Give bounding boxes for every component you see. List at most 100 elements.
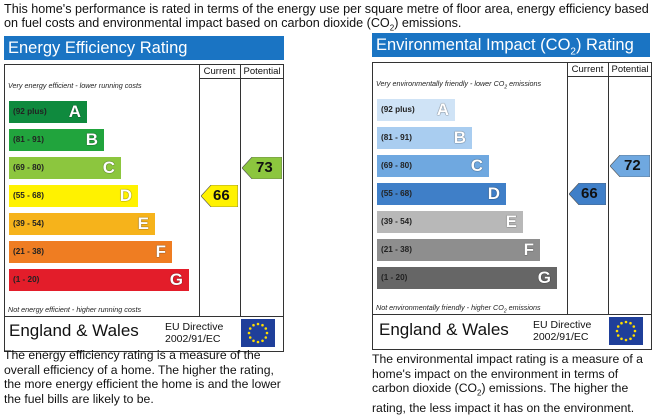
band-range: (39 - 54) [13,219,44,228]
band-range: (21 - 38) [381,245,412,254]
band-b: (81 - 91) B [9,129,104,151]
band-d: (55 - 68) D [9,185,138,207]
eer-top-note: Very energy efficient - lower running co… [8,81,142,90]
flag-star [632,325,636,328]
arrow-current: 66 [568,182,607,206]
flag-star [248,327,252,330]
ei-directive: EU Directive 2002/91/EC [533,319,592,343]
band-c: (69 - 80) C [9,157,121,179]
band-range: (55 - 68) [13,191,44,200]
band-a: (92 plus) A [377,99,455,121]
ei-footer-line [373,314,651,315]
band-f: (21 - 38) F [377,239,540,261]
flag-star [633,329,637,333]
eer-col-current: Current [203,66,236,77]
flag-star [265,331,269,335]
band-letter: B [453,128,466,147]
ei-country: England & Wales [379,320,509,339]
flag-star [261,323,264,327]
eer-chart: Current Potential Very energy efficient … [4,64,284,352]
band-range: (81 - 91) [13,135,44,144]
ei-bottom-note: Not environmentally friendly - higher CO… [376,303,541,315]
flag-star [629,337,632,341]
band-range: (55 - 68) [381,189,412,198]
flag-star [615,329,619,333]
eu-flag-icon [609,317,643,345]
flag-star [247,331,251,335]
band-range: (92 plus) [13,107,47,116]
eer-directive: EU Directive 2002/91/EC [165,321,224,345]
flag-star [252,323,255,327]
eer-col-divider-2 [240,65,241,317]
ei-col-divider-2 [608,63,609,315]
eu-flag-icon [241,319,275,347]
band-range: (69 - 80) [381,161,412,170]
band-range: (1 - 20) [13,275,40,284]
band-letter: A [68,102,81,121]
band-range: (92 plus) [381,105,415,114]
band-range: (81 - 91) [381,133,412,142]
ei-title: Environmental Impact (CO2) Rating [372,33,650,57]
band-range: (21 - 38) [13,247,44,256]
band-letter: G [169,270,183,289]
eer-col-potential: Potential [243,66,281,77]
eer-footer-line [5,316,283,317]
ei-col-potential: Potential [611,64,649,75]
eer-country: England & Wales [9,321,139,340]
band-f: (21 - 38) F [9,241,172,263]
intro-line-2: on fuel costs and environmental impact b… [4,16,462,33]
band-letter: C [470,156,483,175]
intro-text: This home's performance is rated in term… [4,2,654,36]
band-a: (92 plus) A [9,101,87,123]
band-letter: F [523,240,534,259]
ei-chart: Current Potential Very environmentally f… [372,62,652,350]
flag-star [624,338,628,342]
flag-star [632,334,636,337]
intro-line-1: This home's performance is rated in term… [4,2,649,16]
band-e: (39 - 54) E [9,213,155,235]
eer-header-line [199,78,284,79]
band-g: (1 - 20) G [9,269,189,291]
flag-star [256,340,260,344]
band-c: (69 - 80) C [377,155,489,177]
band-e: (39 - 54) E [377,211,523,233]
band-letter: G [537,268,551,287]
band-g: (1 - 20) G [377,267,557,289]
flag-star [616,334,620,337]
ei-col-current: Current [571,64,604,75]
flag-star [248,336,252,339]
band-letter: A [436,100,449,119]
flag-star [629,321,632,325]
band-letter: D [487,184,500,203]
arrow-value: 73 [256,159,273,176]
flag-star [256,322,260,326]
band-d: (55 - 68) D [377,183,506,205]
flag-star [624,320,628,324]
arrow-value: 66 [581,185,598,202]
band-letter: D [119,186,132,205]
band-letter: B [85,130,98,149]
flag-star [252,339,255,343]
arrow-potential: 72 [609,154,651,178]
eer-bottom-note: Not energy efficient - higher running co… [8,305,142,314]
band-b: (81 - 91) B [377,127,472,149]
band-letter: F [155,242,166,261]
band-range: (39 - 54) [381,217,412,226]
ei-col-divider-1 [567,63,568,315]
flag-star [620,321,623,325]
flag-star [261,339,264,343]
flag-star [620,337,623,341]
eer-col-divider-1 [199,65,200,317]
eer-description: The energy efficiency rating is a measur… [4,348,281,406]
ei-description: The environmental impact rating is a mea… [372,352,643,415]
arrow-potential: 73 [241,156,283,180]
band-range: (69 - 80) [13,163,44,172]
flag-star [616,325,620,328]
flag-star [264,327,268,330]
band-letter: E [137,214,149,233]
arrow-current: 66 [200,184,239,208]
ei-header-line [567,76,652,77]
flag-star [264,336,268,339]
band-letter: C [102,158,115,177]
band-letter: E [505,212,517,231]
